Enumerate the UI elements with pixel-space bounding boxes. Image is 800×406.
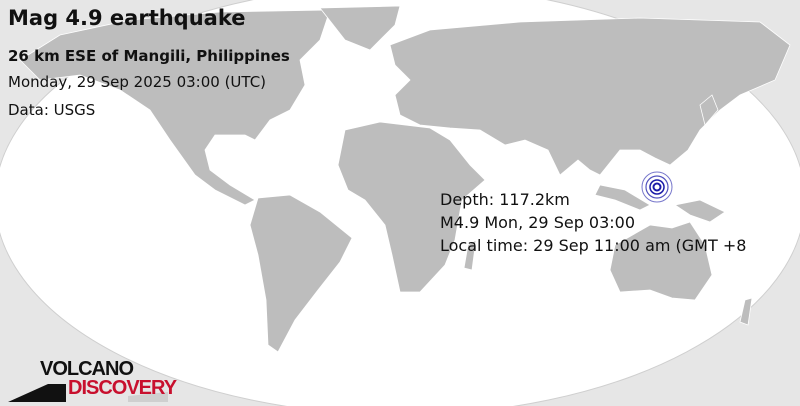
local-time-label: Local time: 29 Sep 11:00 am (GMT +8 — [440, 236, 747, 255]
depth-label: Depth: 117.2km — [440, 190, 570, 209]
japan — [699, 94, 719, 126]
volcano-icon — [8, 384, 168, 402]
data-source: Data: USGS — [8, 101, 96, 119]
logo-line1: VOLCANO — [40, 358, 134, 380]
madagascar — [463, 239, 477, 271]
event-datetime: Monday, 29 Sep 2025 03:00 (UTC) — [8, 73, 267, 91]
south-america — [249, 194, 353, 353]
volcanodiscovery-logo: VOLCANO DISCOVERY — [8, 358, 190, 402]
epicenter-rings-icon — [641, 171, 673, 203]
new-zealand — [739, 297, 753, 326]
magnitude-time-label: M4.9 Mon, 29 Sep 03:00 — [440, 213, 636, 232]
africa — [337, 121, 486, 293]
location-subtitle: 26 km ESE of Mangili, Philippines — [8, 47, 290, 65]
greenland — [319, 5, 401, 51]
eurasia — [389, 17, 791, 176]
australia — [609, 221, 713, 301]
logo-line2: DISCOVERY — [68, 377, 177, 399]
new-guinea — [673, 199, 726, 223]
page-title: Mag 4.9 earthquake — [8, 6, 246, 30]
indonesia — [594, 184, 651, 211]
